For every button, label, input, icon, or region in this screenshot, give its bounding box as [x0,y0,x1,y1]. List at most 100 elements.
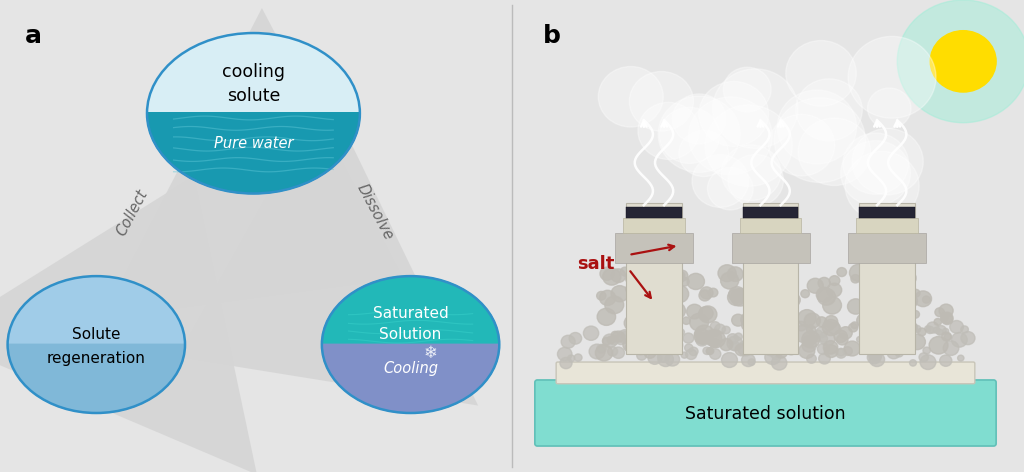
Circle shape [936,326,946,335]
Circle shape [723,67,771,112]
Circle shape [741,320,753,330]
Circle shape [638,102,699,160]
Circle shape [909,360,916,366]
Circle shape [560,357,572,369]
Circle shape [908,334,926,350]
Circle shape [630,303,643,316]
Circle shape [890,312,905,326]
Circle shape [950,320,964,333]
Circle shape [694,329,711,344]
Circle shape [603,268,621,285]
Circle shape [734,333,742,340]
Circle shape [822,320,840,336]
Circle shape [674,272,684,282]
Circle shape [795,325,813,343]
Circle shape [720,339,733,351]
Circle shape [941,314,953,325]
Circle shape [880,331,886,337]
Circle shape [824,316,838,328]
Circle shape [785,345,797,355]
Circle shape [857,314,871,327]
Circle shape [776,312,790,325]
Circle shape [926,326,934,334]
Circle shape [760,271,772,282]
Circle shape [721,272,738,289]
Circle shape [913,325,921,333]
Circle shape [731,288,750,306]
Circle shape [802,331,820,348]
Circle shape [680,278,689,286]
Circle shape [923,296,930,303]
Circle shape [772,345,778,351]
Circle shape [769,337,779,348]
Circle shape [707,348,714,354]
Bar [856,218,918,233]
Bar [848,233,926,263]
Circle shape [574,354,582,361]
Circle shape [936,329,943,335]
Circle shape [799,344,815,358]
Circle shape [677,271,685,278]
Circle shape [715,324,725,334]
Text: a: a [26,24,42,48]
Circle shape [751,346,759,353]
Circle shape [681,352,688,358]
Circle shape [657,351,670,362]
Circle shape [907,323,918,333]
Circle shape [722,353,737,368]
Circle shape [635,301,649,314]
Circle shape [867,88,911,128]
Circle shape [626,285,635,293]
Circle shape [625,315,641,331]
Circle shape [605,296,624,314]
Circle shape [777,318,785,326]
Circle shape [600,267,614,280]
Circle shape [648,352,662,364]
Circle shape [827,283,842,297]
Circle shape [895,343,905,353]
Circle shape [806,337,815,345]
Circle shape [818,353,830,364]
Circle shape [752,282,767,297]
Circle shape [630,322,640,332]
Circle shape [823,341,838,354]
Circle shape [709,288,718,297]
Circle shape [597,291,606,300]
Circle shape [741,354,755,367]
Circle shape [835,330,847,343]
Circle shape [942,329,948,334]
Text: ❄: ❄ [424,344,438,362]
Circle shape [787,339,798,349]
Circle shape [919,353,929,362]
Circle shape [769,114,835,176]
Circle shape [836,349,846,358]
Circle shape [766,342,776,352]
Circle shape [895,350,903,357]
Circle shape [817,288,836,305]
Circle shape [612,347,625,358]
Circle shape [765,328,778,340]
Circle shape [698,307,713,320]
Circle shape [642,329,655,342]
Circle shape [561,335,575,348]
Circle shape [771,349,781,359]
Circle shape [698,82,769,146]
Circle shape [897,0,1024,123]
Polygon shape [7,345,185,413]
Circle shape [824,345,838,357]
Circle shape [666,272,683,288]
Circle shape [957,355,964,361]
Circle shape [769,320,786,336]
Circle shape [611,269,626,283]
Circle shape [828,323,841,334]
Bar [859,203,915,354]
Circle shape [767,270,780,284]
Circle shape [630,327,642,339]
Circle shape [650,342,664,354]
Circle shape [710,339,719,348]
Circle shape [801,290,809,298]
Text: Dissolve: Dissolve [354,182,396,243]
Circle shape [807,326,816,334]
Circle shape [657,352,674,367]
Circle shape [611,331,618,338]
